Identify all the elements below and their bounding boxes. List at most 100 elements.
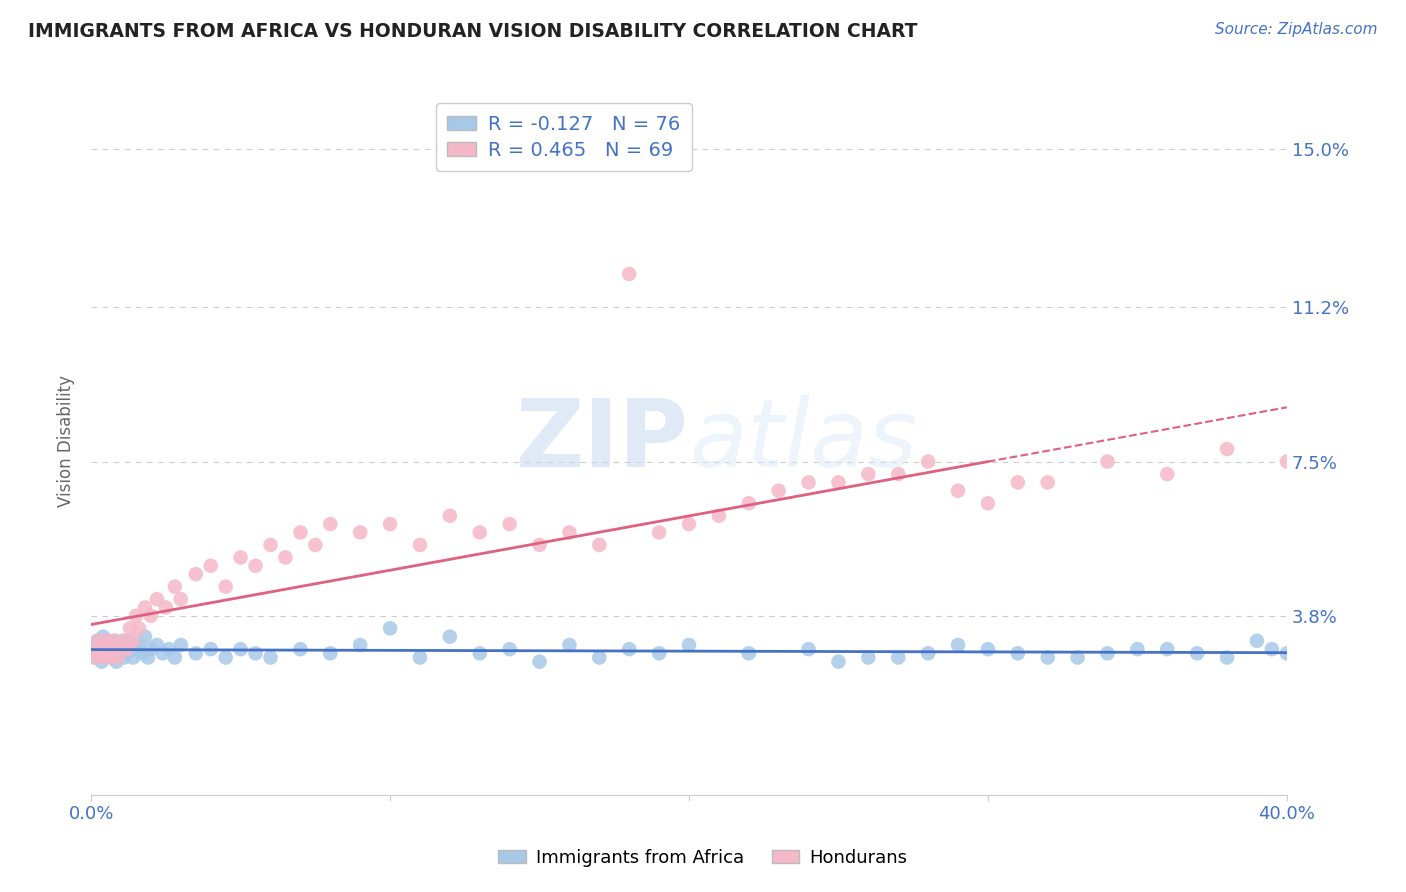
Point [648, 525, 671, 540]
Point [827, 655, 849, 669]
Point [797, 475, 820, 490]
Point [588, 650, 610, 665]
Point [1156, 467, 1178, 481]
Point [100, 638, 122, 652]
Point [131, 646, 153, 660]
Point [94, 642, 117, 657]
Point [229, 550, 252, 565]
Point [93, 650, 115, 665]
Point [245, 646, 267, 660]
Point [112, 633, 135, 648]
Point [128, 621, 150, 635]
Text: atlas: atlas [689, 395, 917, 486]
Point [946, 483, 969, 498]
Point [118, 621, 141, 635]
Point [184, 646, 207, 660]
Point [887, 467, 910, 481]
Point [108, 642, 131, 657]
Point [1066, 650, 1088, 665]
Point [588, 538, 610, 552]
Point [1185, 646, 1208, 660]
Point [274, 550, 297, 565]
Point [86, 646, 108, 660]
Point [84, 650, 107, 665]
Point [100, 650, 122, 665]
Point [977, 642, 1000, 657]
Point [146, 638, 169, 652]
Point [94, 633, 117, 648]
Point [163, 580, 186, 594]
Point [139, 642, 162, 657]
Point [93, 646, 115, 660]
Point [84, 642, 107, 657]
Point [118, 633, 141, 648]
Point [678, 517, 700, 532]
Point [91, 642, 114, 657]
Point [349, 638, 371, 652]
Text: IMMIGRANTS FROM AFRICA VS HONDURAN VISION DISABILITY CORRELATION CHART: IMMIGRANTS FROM AFRICA VS HONDURAN VISIO… [28, 22, 918, 41]
Point [797, 642, 820, 657]
Point [259, 538, 281, 552]
Point [101, 642, 124, 657]
Point [111, 633, 134, 648]
Point [184, 567, 207, 582]
Point [858, 467, 880, 481]
Point [290, 525, 312, 540]
Point [1126, 642, 1149, 657]
Point [977, 496, 1000, 510]
Text: Source: ZipAtlas.com: Source: ZipAtlas.com [1215, 22, 1378, 37]
Point [112, 650, 135, 665]
Point [215, 650, 238, 665]
Point [1097, 454, 1119, 468]
Point [1246, 633, 1268, 648]
Point [1216, 650, 1239, 665]
Point [98, 638, 121, 652]
Point [1216, 442, 1239, 456]
Point [290, 642, 312, 657]
Point [468, 646, 491, 660]
Point [110, 638, 132, 652]
Point [1097, 646, 1119, 660]
Point [86, 633, 108, 648]
Point [157, 642, 180, 657]
Point [152, 646, 174, 660]
Point [91, 630, 114, 644]
Y-axis label: Vision Disability: Vision Disability [58, 375, 75, 507]
Point [170, 638, 193, 652]
Point [558, 638, 581, 652]
Point [98, 646, 121, 660]
Point [319, 646, 342, 660]
Point [104, 646, 127, 660]
Point [498, 642, 520, 657]
Point [122, 650, 145, 665]
Point [319, 517, 342, 532]
Point [439, 630, 461, 644]
Point [378, 517, 401, 532]
Point [103, 642, 125, 657]
Point [89, 638, 111, 652]
Point [105, 638, 128, 652]
Point [89, 638, 111, 652]
Point [163, 650, 186, 665]
Text: ZIP: ZIP [516, 395, 689, 487]
Point [83, 642, 105, 657]
Point [349, 525, 371, 540]
Point [200, 558, 222, 573]
Point [90, 650, 112, 665]
Point [558, 525, 581, 540]
Point [304, 538, 326, 552]
Point [409, 538, 432, 552]
Point [215, 580, 238, 594]
Point [1275, 454, 1298, 468]
Point [768, 483, 790, 498]
Point [139, 608, 162, 623]
Point [136, 650, 159, 665]
Point [738, 496, 761, 510]
Point [83, 650, 105, 665]
Point [146, 592, 169, 607]
Point [125, 608, 148, 623]
Point [827, 475, 849, 490]
Point [90, 655, 112, 669]
Point [115, 642, 138, 657]
Point [1036, 475, 1059, 490]
